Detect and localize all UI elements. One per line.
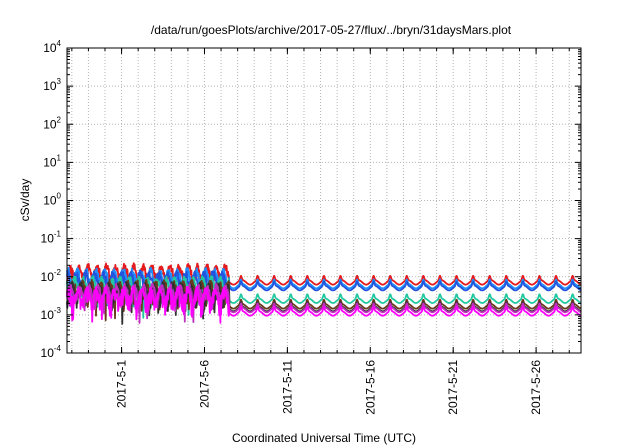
y-tick-label: 10-1 xyxy=(41,230,62,246)
x-tick-label: 2017-5-1 xyxy=(115,360,129,408)
y-tick-label: 10-2 xyxy=(41,268,62,284)
series-group xyxy=(66,262,582,325)
y-tick-label: 104 xyxy=(43,39,61,55)
y-axis-label: cSv/day xyxy=(18,179,32,222)
y-tick-label: 103 xyxy=(43,77,61,93)
series-line xyxy=(66,266,582,310)
x-tick-label: 2017-5-11 xyxy=(280,360,294,414)
y-tick-label: 102 xyxy=(43,115,61,131)
series-line xyxy=(66,285,582,324)
y-tick-label: 10-4 xyxy=(41,344,62,360)
x-tick-label: 2017-5-21 xyxy=(446,360,460,415)
x-axis-label: Coordinated Universal Time (UTC) xyxy=(232,431,416,445)
y-tick-label: 100 xyxy=(43,192,61,208)
x-axis: 2017-5-1 2017-5-6 2017-5-11 2017-5-16 2017-5… xyxy=(71,48,570,415)
x-tick-label: 2017-5-6 xyxy=(197,360,211,408)
series-line xyxy=(66,269,582,307)
y-tick-label: 10-3 xyxy=(41,306,62,322)
x-tick-label: 2017-5-26 xyxy=(529,360,543,415)
x-tick-label: 2017-5-16 xyxy=(363,360,377,415)
y-tick-label: 101 xyxy=(43,153,61,169)
series-line xyxy=(66,282,582,324)
y-axis: 10-4 10-3 10-2 10-1 100 101 102 103 104 xyxy=(41,39,581,360)
chart-title: /data/run/goesPlots/archive/2017-05-27/f… xyxy=(151,23,512,37)
